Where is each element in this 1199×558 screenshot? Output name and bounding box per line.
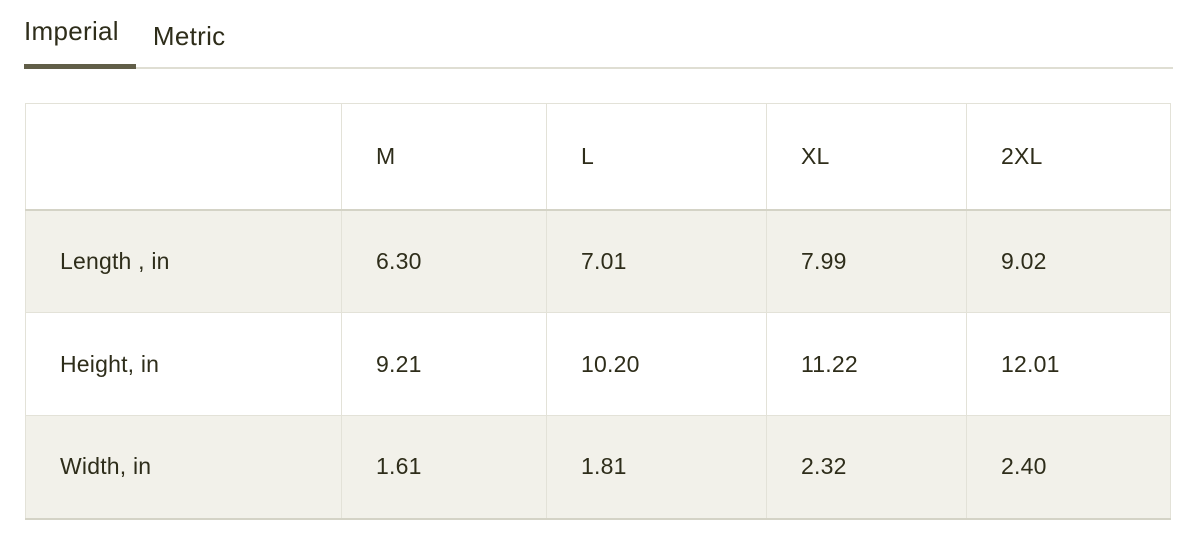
tab-imperial[interactable]: Imperial bbox=[24, 12, 136, 69]
cell-width-m: 1.61 bbox=[341, 415, 547, 520]
row-label: Length , in bbox=[25, 209, 342, 313]
cell-width-xl: 2.32 bbox=[766, 415, 967, 520]
row-label: Height, in bbox=[25, 312, 342, 416]
table-row-height: Height, in 9.21 10.20 11.22 12.01 bbox=[25, 312, 1171, 416]
column-header-l: L bbox=[546, 103, 767, 211]
header-row: M L XL 2XL bbox=[25, 103, 1171, 211]
cell-width-l: 1.81 bbox=[546, 415, 767, 520]
units-tabs: Imperial Metric bbox=[24, 0, 1173, 69]
size-table: M L XL 2XL Length , in 6.30 7.01 7.99 9.… bbox=[25, 103, 1171, 520]
tab-bar: Imperial Metric bbox=[24, 12, 1173, 69]
column-header-xl: XL bbox=[766, 103, 967, 211]
column-header-m: M bbox=[341, 103, 547, 211]
tab-metric[interactable]: Metric bbox=[153, 17, 226, 69]
cell-height-l: 10.20 bbox=[546, 312, 767, 416]
cell-height-xl: 11.22 bbox=[766, 312, 967, 416]
cell-width-2xl: 2.40 bbox=[966, 415, 1171, 520]
cell-height-m: 9.21 bbox=[341, 312, 547, 416]
cell-length-2xl: 9.02 bbox=[966, 209, 1171, 313]
column-header-2xl: 2XL bbox=[966, 103, 1171, 211]
cell-length-xl: 7.99 bbox=[766, 209, 967, 313]
corner-cell bbox=[25, 103, 342, 211]
size-chart: M L XL 2XL Length , in 6.30 7.01 7.99 9.… bbox=[25, 103, 1171, 520]
cell-length-m: 6.30 bbox=[341, 209, 547, 313]
cell-length-l: 7.01 bbox=[546, 209, 767, 313]
row-label: Width, in bbox=[25, 415, 342, 520]
table-row-width: Width, in 1.61 1.81 2.32 2.40 bbox=[25, 415, 1171, 520]
table-row-length: Length , in 6.30 7.01 7.99 9.02 bbox=[25, 209, 1171, 313]
cell-height-2xl: 12.01 bbox=[966, 312, 1171, 416]
